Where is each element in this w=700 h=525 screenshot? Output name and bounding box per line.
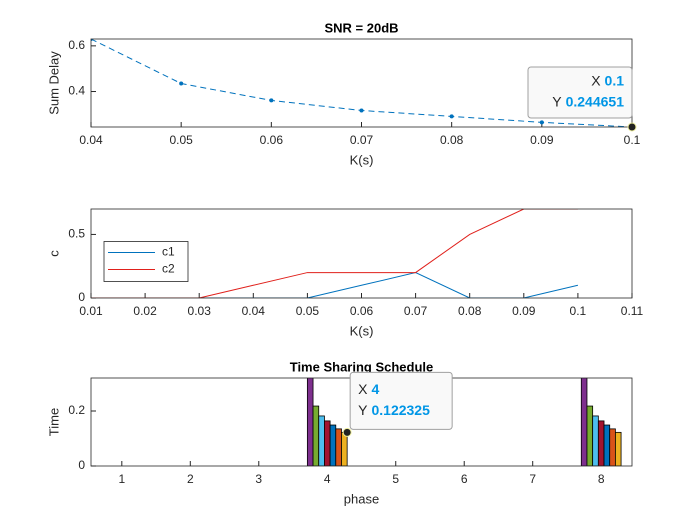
y-tick-label: 0.5 [68,227,85,241]
data-point [91,39,93,41]
x-tick-label: 0.04 [79,133,103,147]
datatip-x-value: 0.1 [605,73,625,89]
bar [324,420,331,466]
datatip-box [349,371,453,430]
data-point [359,108,364,113]
x-tick-label: 8 [598,472,605,486]
data-point [179,81,184,86]
datatip-y-label: Y [358,402,368,418]
x-tick-label: 3 [255,472,262,486]
bar [586,405,594,466]
bar [335,428,342,466]
axes: K(s) c 0.01 0.02 0.03 0.04 0.05 0.06 0.07 0.08 0.0… [46,208,644,338]
x-tick-label: 6 [461,472,468,486]
y-tick-label: 0 [78,290,85,304]
data-point [449,114,454,119]
bar [329,424,337,466]
x-tick-label: 0.08 [458,304,482,318]
x-tick-label: 0.05 [169,133,193,147]
plot-content [91,39,632,127]
y-axis-label: Sum Delay [46,51,61,115]
datatip-x-value: 4 [371,381,379,397]
axes-title: Time Sharing Schedule [290,359,434,374]
data-point [269,98,274,103]
legend-label: c1 [162,245,175,259]
datatip-y-label: Y [552,94,562,110]
datatip-x-label: X [591,73,601,89]
series-line [91,272,579,298]
x-axis-label: K(s) [350,152,374,167]
x-tick-label: 5 [392,472,399,486]
x-tick-label: 0.1 [570,304,587,318]
bar [580,378,588,466]
plot-content [91,209,579,298]
y-tick-label: 0.4 [68,84,85,98]
y-axis-label: Time [46,408,61,436]
x-tick-label: 0.07 [350,133,374,147]
axes-box [90,208,633,299]
bar [306,378,314,466]
datatip-marker [627,122,637,132]
x-tick-label: 7 [529,472,536,486]
x-tick-label: 0.11 [621,304,644,318]
x-tick-label: 0.02 [133,304,157,318]
x-tick-label: 0.09 [512,304,536,318]
datatip-y-value: 0.122325 [371,402,430,418]
bar [312,405,320,466]
y-tick-label: 0.2 [68,403,85,417]
x-tick-label: 4 [324,472,331,486]
x-tick-label: 0.09 [530,133,554,147]
bar [614,431,622,466]
datatip-x-label: X [358,381,368,397]
x-axis-label: phase [344,491,379,506]
y-tick-label: 0 [78,458,85,472]
bar [597,420,605,466]
data-point [539,120,544,125]
x-axis-label: K(s) [350,323,374,338]
x-tick-label: 0.06 [260,133,284,147]
bar [318,415,325,466]
y-tick-label: 0.6 [68,38,85,52]
datatip-box [527,66,633,119]
y-axis-label: c [46,250,61,257]
legend-box [103,241,189,282]
x-tick-label: 0.08 [440,133,464,147]
datatip-marker [342,427,352,437]
x-tick-label: 0.06 [350,304,374,318]
datatip: X 4Y 0.122325 [342,371,453,437]
x-tick-label: 0.07 [404,304,428,318]
x-tick-label: 0.05 [296,304,320,318]
legend-label: c2 [162,262,175,276]
bar [341,431,348,466]
x-tick-label: 0.03 [188,304,212,318]
axes-title: SNR = 20dB [324,20,398,35]
bar [603,424,611,466]
x-tick-label: 0.1 [624,133,641,147]
bar [609,428,616,466]
series-line [91,209,578,298]
x-tick-label: 1 [118,472,125,486]
datatip-y-value: 0.244651 [566,94,625,110]
axes: Time Sharing Schedule phase Time 1 2 3 4 5 6 7 8 0 0… [46,359,633,506]
x-tick-label: 2 [187,472,194,486]
x-tick-label: 0.01 [79,304,103,318]
bar [592,415,599,466]
x-tick-label: 0.04 [242,304,266,318]
